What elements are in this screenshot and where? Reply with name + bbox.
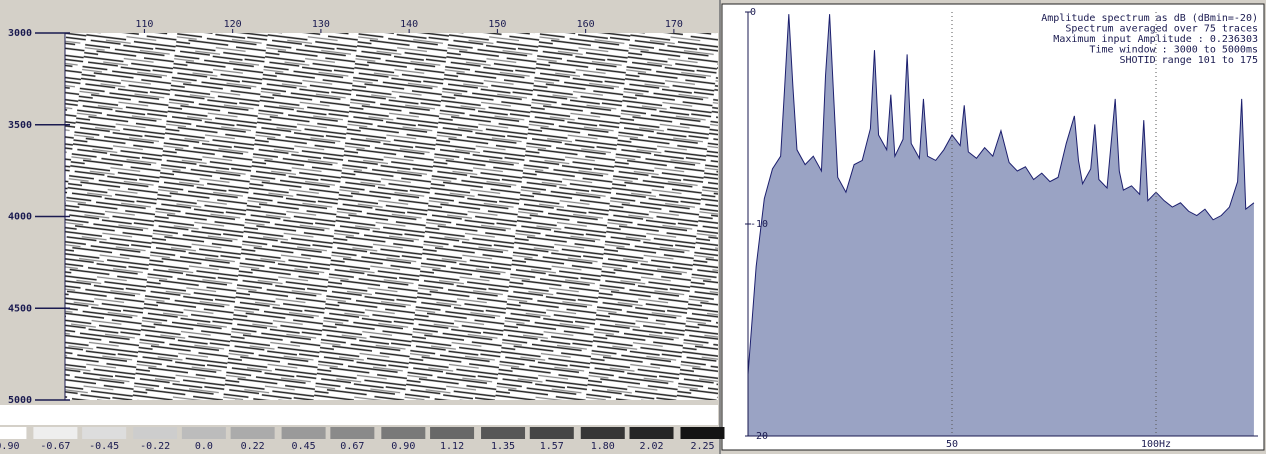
y-tick-label: 4500 [8, 303, 32, 314]
colorbar-label: 0.45 [292, 441, 316, 452]
colorbar-cell [133, 427, 178, 439]
spectrum-area [748, 14, 1254, 437]
seismic-image [65, 33, 718, 400]
colorbar-cell [481, 427, 526, 439]
colorbar-cell [33, 427, 78, 439]
x-tick-label: 160 [577, 19, 595, 30]
colorbar-cell [529, 427, 574, 439]
colorbar-label: 0.90 [391, 441, 415, 452]
colorbar-cell [629, 427, 674, 439]
x-tick-label: 100Hz [1141, 439, 1171, 450]
y-tick-label: 3500 [8, 120, 32, 131]
y-tick-label: 4000 [8, 212, 32, 223]
annotation: Time window : 3000 to 5000ms [1089, 45, 1258, 56]
annotation: SHOTID range 101 to 175 [1120, 55, 1258, 66]
x-tick-label: 140 [400, 19, 418, 30]
colorbar-label: -0.22 [140, 441, 170, 452]
y-tick-label: 5000 [8, 395, 32, 406]
y-tick-label: 0 [750, 7, 756, 18]
colorbar-cell [281, 427, 326, 439]
colorbar-label: 0.22 [241, 441, 265, 452]
x-tick-label: 170 [665, 19, 683, 30]
spectrum-line [747, 14, 1255, 375]
colorbar-cell [181, 427, 226, 439]
colorbar-label: 1.35 [491, 441, 515, 452]
colorbar-label: 2.02 [639, 441, 663, 452]
colorbar-cell [680, 427, 725, 439]
colorbar-cell [580, 427, 625, 439]
separator [0, 405, 718, 425]
colorbar-label: -0.45 [89, 441, 119, 452]
annotation: Amplitude spectrum as dB (dBmin=-20) [1041, 13, 1258, 24]
colorbar-label: 0.67 [340, 441, 364, 452]
x-tick-label: 110 [135, 19, 153, 30]
colorbar-cell [0, 427, 27, 439]
colorbar-cell [381, 427, 426, 439]
colorbar-label: 1.57 [540, 441, 564, 452]
colorbar-cell [330, 427, 375, 439]
colorbar-label: -0.67 [40, 441, 70, 452]
annotation: Maximum input Amplitude : 0.236303 [1053, 34, 1258, 45]
x-tick-label: 120 [224, 19, 242, 30]
colorbar-label: 1.80 [591, 441, 615, 452]
y-tick-label: -20 [750, 431, 768, 442]
colorbar-cell [82, 427, 127, 439]
colorbar-cell [230, 427, 275, 439]
y-tick-label: 3000 [8, 28, 32, 39]
colorbar-label: 2.25 [690, 441, 714, 452]
annotation: Spectrum averaged over 75 traces [1065, 24, 1258, 35]
colorbar-cell [430, 427, 475, 439]
x-tick-label: 130 [312, 19, 330, 30]
x-tick-label: 150 [488, 19, 506, 30]
colorbar-label: 0.0 [195, 441, 213, 452]
x-tick-label: 50 [946, 439, 958, 450]
colorbar-label: -0.90 [0, 441, 19, 452]
colorbar-label: 1.12 [440, 441, 464, 452]
y-tick-label: -10 [750, 219, 768, 230]
